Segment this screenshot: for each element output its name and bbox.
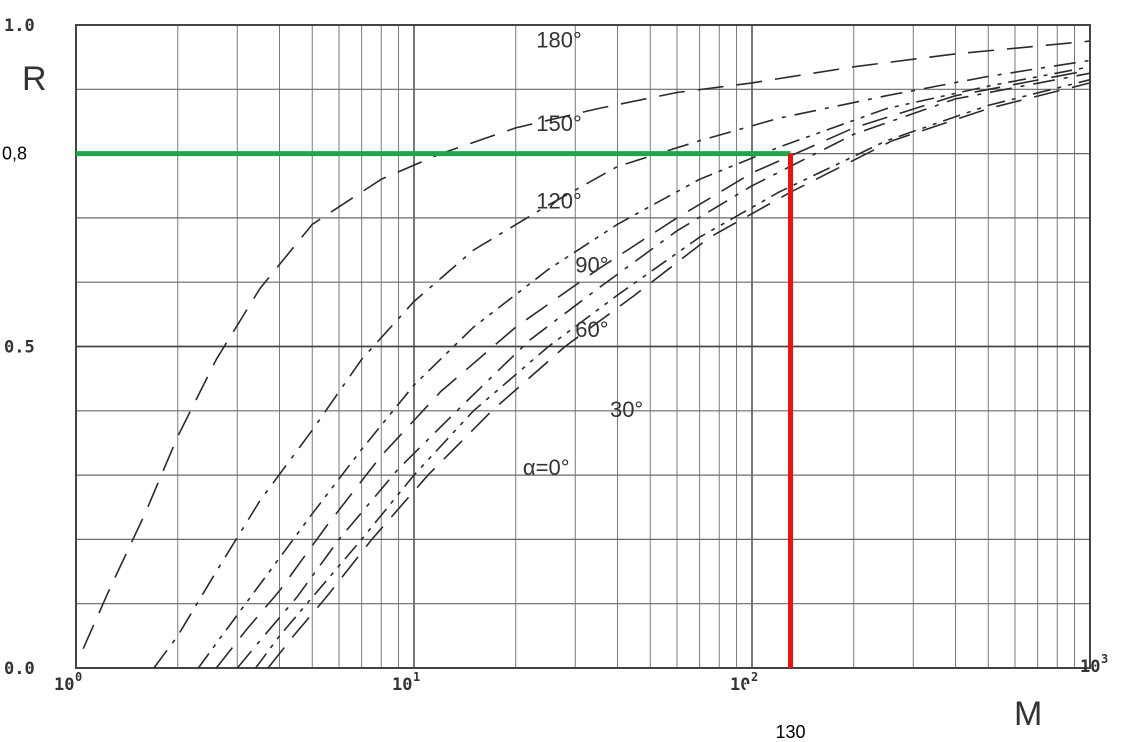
x-axis-label: M [1014,695,1042,733]
series-line [82,40,1091,650]
curve-label: 180° [536,28,582,53]
reading-label-box [0,131,68,166]
curve-label: 30° [610,397,643,422]
grid [76,25,1090,668]
curve-label: α=0° [523,455,570,480]
series-layer [82,40,1091,669]
series-line [236,72,1091,669]
curve-label: 150° [536,111,582,136]
series-line [197,66,1091,669]
y-tick-label: 0.0 [4,659,35,679]
x-tick-label: 10 [730,675,750,695]
x-tick-label-exponent: 0 [75,670,82,684]
x-tick-label-exponent: 2 [751,670,758,684]
curve-label: 60° [575,317,608,342]
series-line [267,82,1091,669]
x-tick-label-exponent: 1 [413,670,420,684]
series-line [153,59,1091,669]
x-tick-label: 10 [54,675,74,695]
curve-label: 120° [536,188,582,213]
annotations: 0,8 130 [0,131,836,742]
y-axis-label: R [22,60,47,98]
curve-label: 90° [575,253,608,278]
x-tick-label: 10 [392,675,412,695]
reading-label-x: 130 [775,722,805,742]
plot-frame [75,24,1091,669]
x-tick-label: 10 [1080,657,1100,677]
y-tick-label: 0.5 [4,338,35,358]
tick-labels: 0.00.51.010 0 10 1 10 2 10 3 [4,16,1108,695]
x-tick-label-exponent: 3 [1101,652,1108,666]
series-line [215,69,1091,669]
series-line [254,78,1091,669]
reading-label-y: 0,8 [2,144,27,164]
y-tick-label: 1.0 [4,16,35,36]
reading-label-box [745,684,836,742]
curve-labels: 180° 150° 120° 90° 60° 30° α=0° [523,28,643,481]
